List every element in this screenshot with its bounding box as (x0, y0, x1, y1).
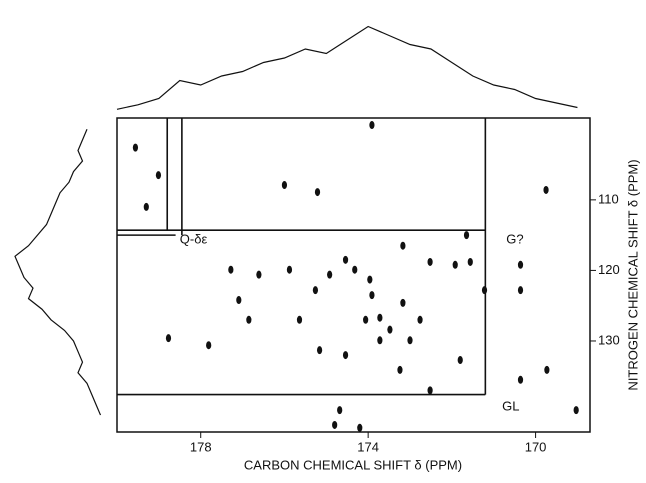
peak (314, 188, 321, 197)
peak (517, 286, 524, 295)
peak (467, 257, 473, 266)
x-tick-label: 174 (357, 439, 379, 454)
peak (417, 315, 423, 324)
peak (397, 365, 403, 374)
peak (387, 325, 393, 334)
peak (369, 121, 375, 130)
peak (342, 255, 349, 264)
peak (543, 185, 549, 194)
peak (296, 315, 303, 324)
y-tick-label: 120 (598, 262, 620, 277)
plot-frame (116, 117, 591, 433)
peak (517, 375, 524, 384)
peak (463, 231, 470, 240)
peak (143, 202, 149, 211)
peak (332, 420, 338, 429)
peak (165, 334, 172, 343)
peak (481, 286, 488, 295)
annotation: GL (502, 399, 519, 414)
peak (327, 270, 333, 279)
peak (427, 386, 433, 395)
peak (407, 336, 413, 345)
peak (206, 341, 212, 350)
peak (337, 406, 343, 415)
y-axis-label: NITROGEN CHEMICAL SHIFT δ (PPM) (625, 159, 640, 390)
peak (236, 296, 242, 305)
peak (367, 275, 373, 284)
peak (452, 260, 458, 269)
peak (457, 356, 463, 365)
peak (281, 181, 288, 190)
peak (369, 291, 375, 300)
peak (246, 315, 252, 324)
peak (400, 298, 406, 307)
peak (312, 286, 319, 295)
peak (155, 171, 162, 180)
peak (517, 260, 524, 269)
y-tick-label: 130 (598, 332, 620, 347)
peak (286, 265, 293, 274)
peak (377, 313, 383, 322)
peak (544, 365, 550, 374)
peak (256, 270, 262, 279)
peak (377, 336, 383, 345)
x-tick-label: 178 (190, 439, 212, 454)
top-projection (116, 25, 578, 110)
peak (357, 423, 363, 432)
y-tick-label: 110 (598, 191, 619, 206)
x-axis-label: CARBON CHEMICAL SHIFT δ (PPM) (244, 457, 462, 472)
annotation: Q-δε (180, 232, 208, 247)
peak (427, 257, 433, 266)
peak (400, 241, 406, 250)
peak (363, 315, 369, 324)
x-tick-label: 170 (525, 439, 547, 454)
peak (352, 265, 358, 274)
peak (316, 346, 323, 355)
left-projection (14, 129, 102, 416)
annotation: G? (506, 232, 523, 247)
peak (573, 406, 579, 415)
peak (342, 351, 349, 360)
peak (132, 143, 139, 152)
peak (228, 265, 234, 274)
